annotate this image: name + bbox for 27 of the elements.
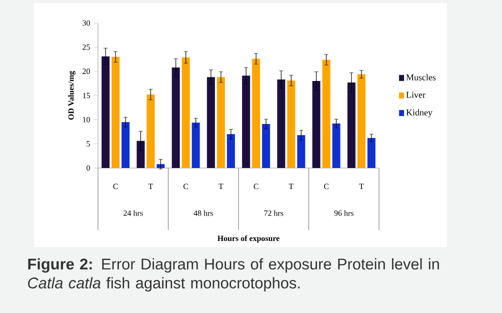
bar bbox=[297, 135, 306, 168]
bar bbox=[262, 124, 270, 168]
bar bbox=[277, 80, 286, 168]
bar bbox=[146, 94, 155, 168]
bar bbox=[242, 76, 250, 168]
bar bbox=[172, 67, 180, 168]
bar bbox=[192, 122, 200, 168]
bar bbox=[206, 77, 215, 168]
legend-label: Liver bbox=[406, 92, 426, 98]
text: Figure 2: Error Diagram Hours of exposure Protein level in Catla catla fish against monocrotophos. bbox=[28, 258, 439, 292]
bar bbox=[182, 57, 190, 168]
bar bbox=[216, 77, 225, 168]
bar bbox=[332, 124, 340, 168]
bar bbox=[322, 60, 330, 168]
bar bbox=[357, 74, 366, 168]
bar bbox=[252, 58, 260, 168]
bar bbox=[312, 81, 320, 168]
bar bbox=[102, 56, 110, 168]
bar bbox=[122, 122, 130, 168]
bar bbox=[136, 140, 145, 168]
legend-label: Muscles bbox=[406, 74, 436, 80]
legend-label: Kidney bbox=[406, 109, 432, 118]
bar bbox=[112, 56, 120, 168]
bar bbox=[287, 80, 296, 168]
bar bbox=[367, 138, 376, 168]
bar bbox=[226, 134, 235, 168]
bar bbox=[347, 82, 356, 168]
